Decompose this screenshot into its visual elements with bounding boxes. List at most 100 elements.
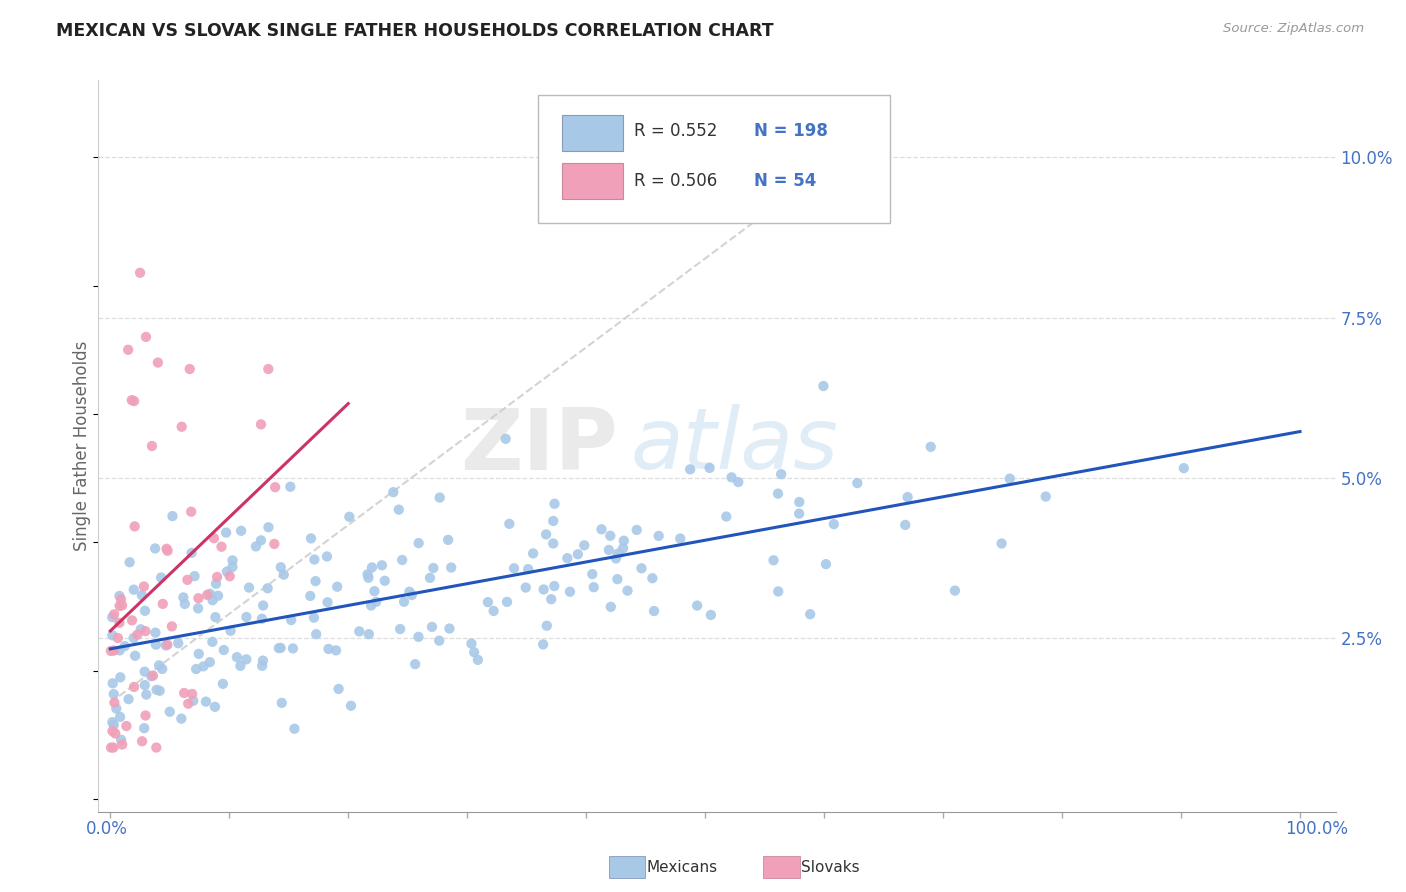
Point [599, 599, 621, 614]
Point [108, 643, 131, 657]
Point [180, 505, 202, 519]
Point [540, 592, 562, 607]
Point [250, 417, 273, 432]
Point [110, 732, 132, 747]
Point [101, 628, 124, 642]
Text: 0.0%: 0.0% [86, 821, 128, 838]
Point [194, 695, 217, 709]
Point [1035, 490, 1057, 504]
Point [105, 701, 128, 715]
Text: atlas: atlas [630, 404, 838, 488]
Point [388, 502, 411, 516]
Point [316, 549, 339, 564]
Point [183, 569, 205, 583]
Point [557, 551, 579, 566]
Point [897, 490, 920, 504]
Point [813, 379, 835, 393]
Point [543, 497, 565, 511]
Point [427, 633, 450, 648]
Point [121, 393, 143, 408]
Point [215, 565, 238, 579]
Point [108, 589, 131, 603]
Text: Source: ZipAtlas.com: Source: ZipAtlas.com [1223, 22, 1364, 36]
Text: Mexicans: Mexicans [647, 860, 718, 874]
Point [141, 669, 163, 683]
Point [212, 677, 235, 691]
Text: 100.0%: 100.0% [1285, 821, 1348, 838]
Point [155, 639, 177, 653]
Point [103, 740, 125, 755]
Point [100, 740, 122, 755]
Point [280, 613, 302, 627]
Point [170, 712, 193, 726]
Point [263, 537, 285, 551]
Point [630, 561, 652, 575]
Point [613, 533, 636, 548]
Point [762, 553, 785, 567]
Point [515, 581, 537, 595]
Point [581, 567, 603, 582]
Point [181, 694, 204, 708]
Point [110, 670, 132, 684]
Point [541, 536, 564, 550]
Point [582, 580, 605, 594]
Point [219, 624, 242, 638]
Point [496, 595, 519, 609]
Point [173, 686, 195, 700]
Point [159, 705, 181, 719]
Point [201, 635, 224, 649]
Point [134, 721, 156, 735]
Point [612, 541, 634, 556]
Point [134, 678, 156, 692]
Point [221, 560, 243, 574]
Point [193, 659, 215, 673]
Point [357, 571, 380, 585]
Point [134, 665, 156, 679]
Point [439, 622, 461, 636]
Point [103, 607, 125, 622]
Point [325, 643, 347, 657]
Point [135, 688, 157, 702]
Point [943, 583, 966, 598]
Y-axis label: Single Father Households: Single Father Households [73, 341, 91, 551]
Point [101, 715, 124, 730]
Point [170, 419, 193, 434]
Point [143, 541, 166, 556]
Point [127, 628, 149, 642]
Point [699, 461, 721, 475]
Point [498, 516, 520, 531]
Point [361, 560, 384, 574]
Point [212, 643, 235, 657]
Point [998, 472, 1021, 486]
Point [641, 571, 664, 585]
Point [131, 588, 153, 602]
Point [318, 642, 340, 657]
Point [250, 533, 273, 548]
Point [104, 726, 127, 740]
Point [1173, 461, 1195, 475]
Point [349, 624, 371, 639]
Point [273, 567, 295, 582]
Point [100, 644, 122, 658]
Point [215, 525, 238, 540]
Point [156, 543, 179, 558]
Point [533, 582, 555, 597]
Point [374, 574, 396, 588]
Point [599, 529, 621, 543]
Point [716, 509, 738, 524]
Point [477, 595, 499, 609]
Point [101, 610, 124, 624]
Point [281, 641, 304, 656]
Point [990, 536, 1012, 550]
Point [267, 641, 290, 656]
Point [419, 571, 441, 585]
Point [167, 636, 190, 650]
Point [404, 657, 426, 672]
Point [252, 654, 274, 668]
Point [150, 570, 173, 584]
Point [558, 584, 581, 599]
Point [108, 710, 131, 724]
Point [337, 509, 360, 524]
Point [799, 607, 821, 622]
Point [122, 631, 145, 645]
